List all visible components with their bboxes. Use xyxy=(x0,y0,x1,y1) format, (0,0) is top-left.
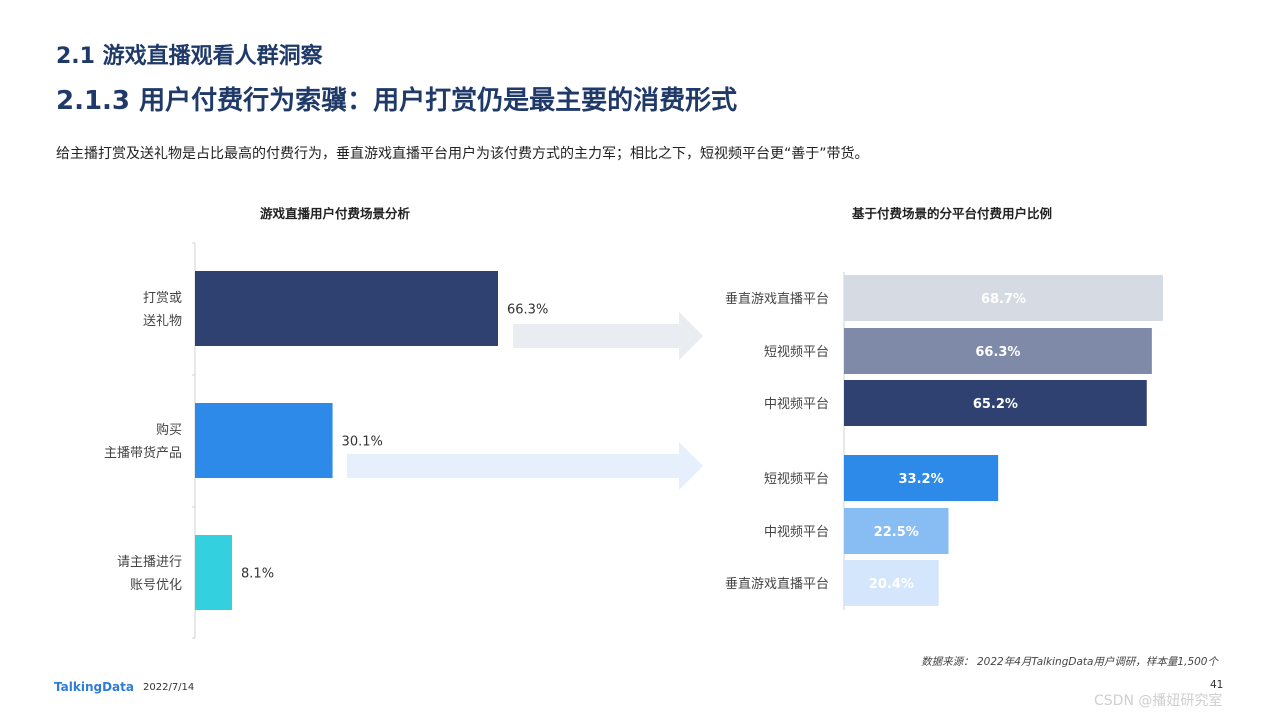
right-bar-1-1 xyxy=(844,275,1163,321)
right-chart-title: 基于付费场景的分平台付费用户比例 xyxy=(852,206,1053,221)
talkingdata-logo: TalkingData xyxy=(54,680,134,694)
left-bar-value-label: 8.1% xyxy=(241,567,274,582)
report-date: 2022/7/14 xyxy=(143,682,195,693)
page-title: 2.1.3 用户付费行为索骥：用户打赏仍是最主要的消费形式 xyxy=(56,86,738,116)
right-bar-1-3 xyxy=(844,380,1147,426)
data-source-note: 数据来源： 2022年4月TalkingData用户调研，样本量1,500个 xyxy=(921,656,1218,668)
right-bar-value-label: 66.3% xyxy=(975,345,1020,360)
left-category-label: 账号优化 xyxy=(130,578,182,593)
left-category-label: 请主播进行 xyxy=(117,555,182,570)
right-bar-2-1 xyxy=(844,455,999,501)
left-category-label: 打赏或 xyxy=(143,291,182,306)
right-bar-value-label: 33.2% xyxy=(899,472,944,487)
right-bar-2-3 xyxy=(844,560,939,606)
right-category-label: 中视频平台 xyxy=(764,525,829,540)
left-category-label: 送礼物 xyxy=(143,313,182,329)
section-title: 2.1 游戏直播观看人群洞察 xyxy=(56,44,323,69)
left-bar-3 xyxy=(195,535,233,610)
left-bar-value-label: 30.1% xyxy=(342,435,383,450)
left-bar-value-label: 66.3% xyxy=(507,303,548,318)
left-category-label: 主播带货产品 xyxy=(104,445,182,461)
right-bar-1-2 xyxy=(844,328,1152,374)
page-number: 41 xyxy=(1210,679,1224,691)
right-bar-value-label: 20.4% xyxy=(869,577,914,592)
arrow-2 xyxy=(347,442,703,490)
page-subtitle: 给主播打赏及送礼物是占比最高的付费行为，垂直游戏直播平台用户为该付费方式的主力军… xyxy=(56,146,869,162)
right-category-label: 短视频平台 xyxy=(764,472,829,487)
right-category-label: 垂直游戏直播平台 xyxy=(725,577,829,592)
right-bar-value-label: 68.7% xyxy=(981,292,1026,307)
left-category-label: 购买 xyxy=(156,422,182,438)
right-bar-value-label: 22.5% xyxy=(874,525,919,540)
arrow-1 xyxy=(513,312,703,360)
left-bar-2 xyxy=(195,403,333,478)
right-category-label: 中视频平台 xyxy=(764,397,829,412)
watermark: CSDN @播妞研究室 xyxy=(1094,693,1223,709)
right-bar-2-2 xyxy=(844,508,949,554)
left-chart-title: 游戏直播用户付费场景分析 xyxy=(260,206,411,221)
right-bar-value-label: 65.2% xyxy=(973,397,1018,412)
left-bar-1 xyxy=(195,271,498,346)
right-category-label: 垂直游戏直播平台 xyxy=(725,292,829,307)
right-category-label: 短视频平台 xyxy=(764,345,829,360)
